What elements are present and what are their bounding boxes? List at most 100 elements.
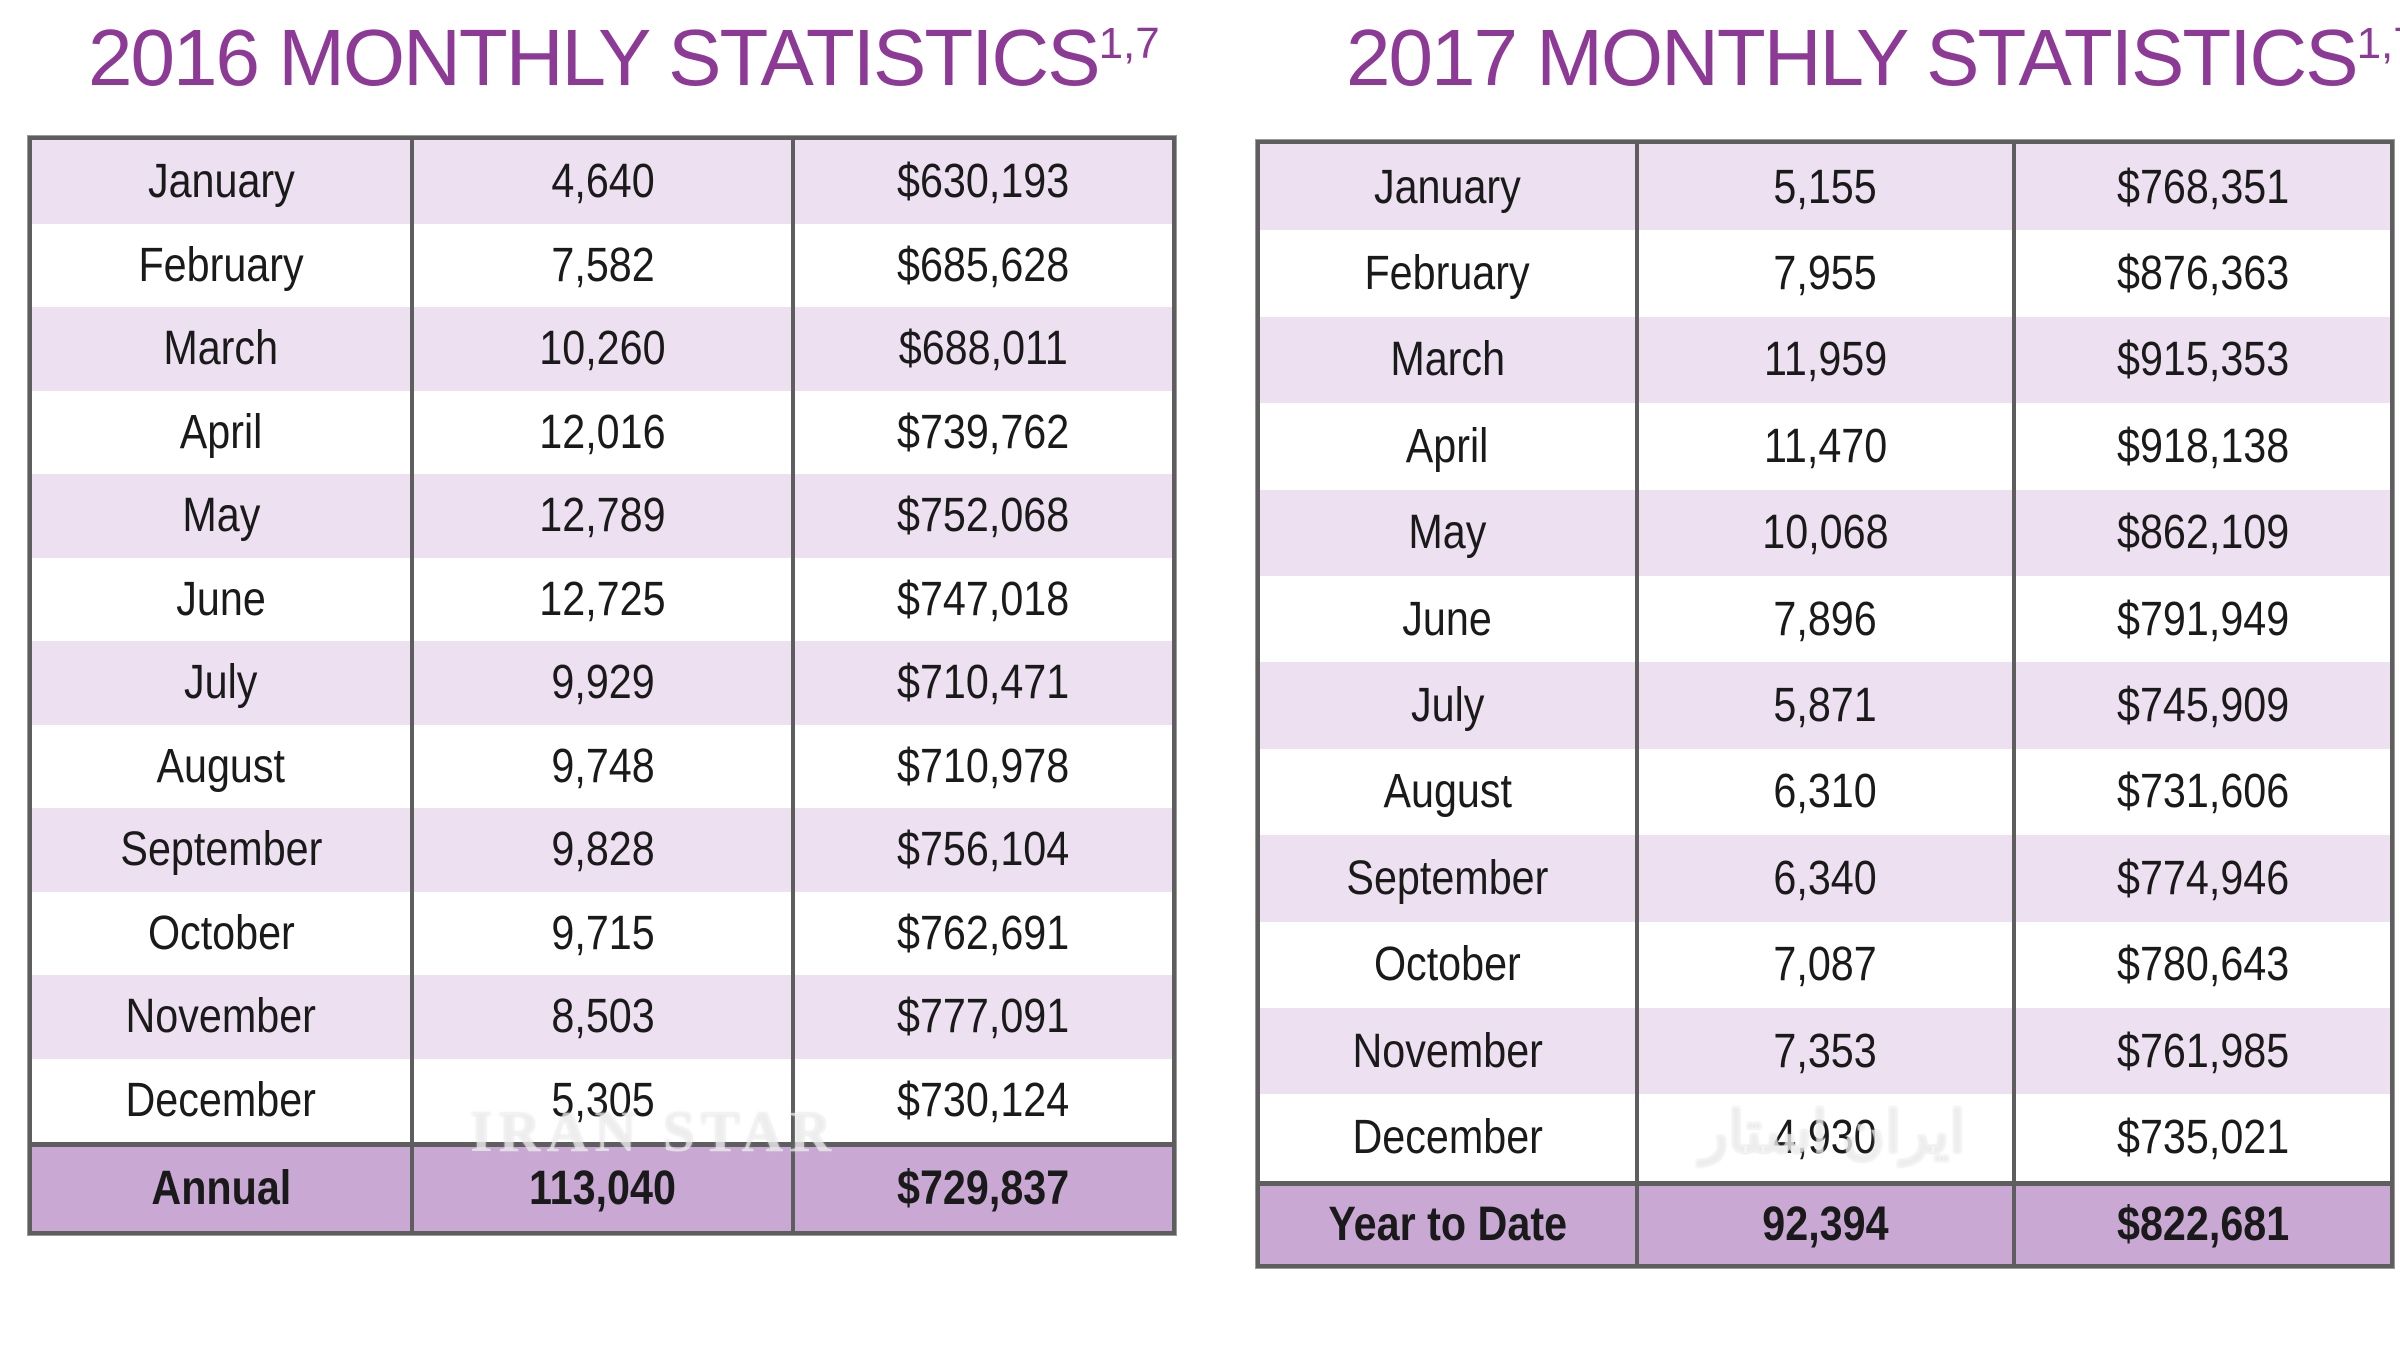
- count-cell: 11,959: [1634, 316, 2017, 404]
- month-cell: December: [1256, 1094, 1639, 1184]
- table-row: September 9,828 $756,104: [27, 808, 1176, 892]
- count-cell: 12,016: [410, 390, 796, 474]
- count-cell: 9,929: [410, 641, 796, 725]
- month-cell: July: [27, 641, 415, 725]
- table-row: May 10,068 $862,109: [1256, 489, 2394, 576]
- table-row: February 7,955 $876,363: [1256, 230, 2394, 317]
- total-count-cell: 113,040: [410, 1142, 796, 1233]
- month-cell: May: [1256, 489, 1639, 576]
- table-row: November 7,353 $761,985: [1256, 1007, 2394, 1095]
- count-cell: 12,789: [410, 474, 796, 558]
- amount-cell: $710,978: [791, 724, 1176, 808]
- count-cell: 7,353: [1634, 1007, 2017, 1095]
- amount-cell: $747,018: [791, 557, 1176, 641]
- month-cell: December: [27, 1058, 415, 1145]
- table-row: March 11,959 $915,353: [1256, 316, 2394, 404]
- title-text: 2016 MONTHLY STATISTICS: [88, 13, 1101, 102]
- month-cell: February: [27, 223, 415, 307]
- month-cell: October: [1256, 921, 1639, 1008]
- month-cell: January: [1256, 142, 1639, 231]
- table-row: November 8,503 $777,091: [27, 975, 1176, 1059]
- month-cell: September: [27, 808, 415, 892]
- count-cell: 12,725: [410, 557, 796, 641]
- count-cell: 7,582: [410, 223, 796, 307]
- table-title-2017: 2017 MONTHLY STATISTICS1,7: [1346, 0, 2400, 118]
- stats-table-2017: January 5,155 $768,351 February 7,955 $8…: [1256, 140, 2394, 1268]
- month-cell: July: [1256, 662, 1639, 749]
- amount-cell: $761,985: [2012, 1007, 2394, 1095]
- count-cell: 10,068: [1634, 489, 2017, 576]
- month-cell: August: [1256, 748, 1639, 836]
- amount-cell: $777,091: [791, 975, 1176, 1059]
- amount-cell: $710,471: [791, 641, 1176, 725]
- table-row: May 12,789 $752,068: [27, 474, 1176, 558]
- title-superscript: 1,7: [1098, 19, 1160, 68]
- count-cell: 6,310: [1634, 748, 2017, 836]
- amount-cell: $685,628: [791, 223, 1176, 307]
- title-superscript: 1,7: [2356, 19, 2400, 68]
- count-cell: 4,640: [410, 138, 796, 224]
- stats-table-2016: January 4,640 $630,193 February 7,582 $6…: [27, 136, 1176, 1235]
- table-row: July 5,871 $745,909: [1256, 662, 2394, 749]
- table-row: October 7,087 $780,643: [1256, 921, 2394, 1008]
- count-cell: 4,930: [1634, 1094, 2017, 1184]
- total-row: Year to Date 92,394 $822,681: [1256, 1180, 2394, 1266]
- month-cell: September: [1256, 835, 1639, 922]
- month-cell: May: [27, 474, 415, 558]
- table-title-2016: 2016 MONTHLY STATISTICS1,7: [88, 0, 1160, 118]
- amount-cell: $756,104: [791, 808, 1176, 892]
- amount-cell: $774,946: [2012, 835, 2394, 922]
- panel-2016-statistics: 2016 MONTHLY STATISTICS1,7 January 4,640…: [27, 0, 1178, 1235]
- count-cell: 5,871: [1634, 662, 2017, 749]
- amount-cell: $862,109: [2012, 489, 2394, 576]
- month-cell: November: [27, 975, 415, 1059]
- table-row: April 11,470 $918,138: [1256, 403, 2394, 490]
- total-label-cell: Year to Date: [1256, 1180, 1639, 1266]
- month-cell: August: [27, 724, 415, 808]
- month-cell: March: [1256, 316, 1639, 404]
- amount-cell: $730,124: [791, 1058, 1176, 1145]
- month-cell: June: [27, 557, 415, 641]
- count-cell: 5,305: [410, 1058, 796, 1145]
- amount-cell: $791,949: [2012, 575, 2394, 663]
- amount-cell: $745,909: [2012, 662, 2394, 749]
- count-cell: 9,715: [410, 891, 796, 975]
- count-cell: 9,828: [410, 808, 796, 892]
- amount-cell: $780,643: [2012, 921, 2394, 1008]
- count-cell: 10,260: [410, 307, 796, 391]
- count-cell: 9,748: [410, 724, 796, 808]
- count-cell: 8,503: [410, 975, 796, 1059]
- count-cell: 7,955: [1634, 230, 2017, 317]
- amount-cell: $735,021: [2012, 1094, 2394, 1184]
- month-cell: April: [27, 390, 415, 474]
- table-row: March 10,260 $688,011: [27, 307, 1176, 391]
- amount-cell: $731,606: [2012, 748, 2394, 836]
- total-label-cell: Annual: [27, 1142, 415, 1233]
- total-amount-cell: $822,681: [2012, 1180, 2394, 1266]
- table-row: December 4,930 $735,021: [1256, 1094, 2394, 1184]
- table-row: October 9,715 $762,691: [27, 891, 1176, 975]
- month-cell: March: [27, 307, 415, 391]
- table-row: July 9,929 $710,471: [27, 641, 1176, 725]
- month-cell: April: [1256, 403, 1639, 490]
- count-cell: 5,155: [1634, 142, 2017, 231]
- month-cell: October: [27, 891, 415, 975]
- amount-cell: $752,068: [791, 474, 1176, 558]
- amount-cell: $739,762: [791, 390, 1176, 474]
- table-row: February 7,582 $685,628: [27, 223, 1176, 307]
- month-cell: June: [1256, 575, 1639, 663]
- table-row: April 12,016 $739,762: [27, 390, 1176, 474]
- total-count-cell: 92,394: [1634, 1180, 2017, 1266]
- table-row: June 12,725 $747,018: [27, 557, 1176, 641]
- count-cell: 7,087: [1634, 921, 2017, 1008]
- amount-cell: $688,011: [791, 307, 1176, 391]
- amount-cell: $918,138: [2012, 403, 2394, 490]
- total-amount-cell: $729,837: [791, 1142, 1176, 1233]
- amount-cell: $768,351: [2012, 142, 2394, 231]
- amount-cell: $630,193: [791, 138, 1176, 224]
- amount-cell: $876,363: [2012, 230, 2394, 317]
- table-row: January 4,640 $630,193: [27, 138, 1176, 224]
- table-row: August 6,310 $731,606: [1256, 748, 2394, 836]
- count-cell: 7,896: [1634, 575, 2017, 663]
- table-row: August 9,748 $710,978: [27, 724, 1176, 808]
